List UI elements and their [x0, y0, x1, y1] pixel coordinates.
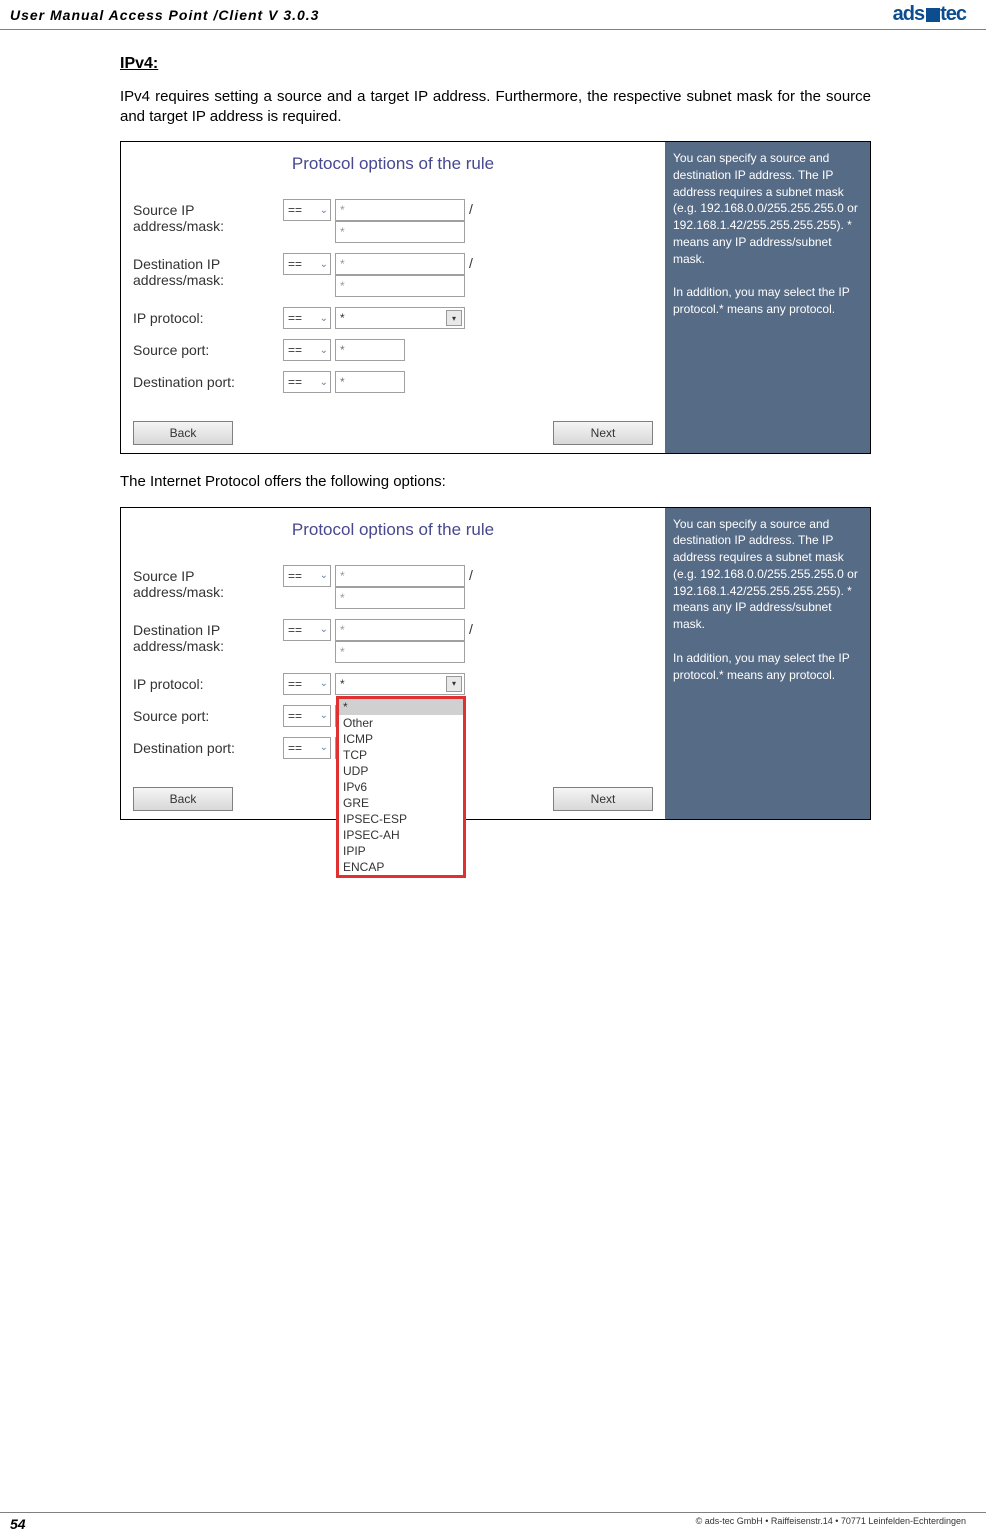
dropdown-arrow-icon: ▾	[446, 676, 462, 692]
label-dest-port: Destination port:	[133, 371, 283, 390]
slash-separator: /	[469, 199, 473, 217]
source-ip-input[interactable]	[335, 199, 465, 221]
ip-protocol-select[interactable]: * ▾	[335, 307, 465, 329]
label-source-port: Source port:	[133, 705, 283, 724]
row-dest-ip: Destination IP address/mask: ==⌄ /	[133, 619, 653, 663]
protocol-option[interactable]: IPIP	[339, 843, 463, 859]
back-button[interactable]: Back	[133, 787, 233, 811]
label-source-port: Source port:	[133, 339, 283, 358]
label-dest-ip: Destination IP address/mask:	[133, 253, 283, 288]
chevron-down-icon: ⌄	[320, 710, 328, 721]
source-port-operator-select[interactable]: ==⌄	[283, 339, 331, 361]
label-ip-protocol: IP protocol:	[133, 307, 283, 326]
protocol-option[interactable]: IPv6	[339, 779, 463, 795]
page-number: 54	[10, 1516, 26, 1532]
button-row: Back Next	[133, 421, 653, 445]
help-text-2: In addition, you may select the IP proto…	[673, 284, 862, 318]
row-ip-protocol: IP protocol: ==⌄ * ▾ * Other ICMP TCP UD…	[133, 673, 653, 695]
dest-mask-input[interactable]	[335, 641, 465, 663]
chevron-down-icon: ⌄	[320, 313, 328, 324]
chevron-down-icon: ⌄	[320, 377, 328, 388]
source-ip-operator-select[interactable]: ==⌄	[283, 199, 331, 221]
chevron-down-icon: ⌄	[320, 742, 328, 753]
ip-protocol-options-list: * Other ICMP TCP UDP IPv6 GRE IPSEC-ESP …	[336, 696, 466, 878]
row-dest-port: Destination port: ==⌄	[133, 371, 653, 393]
slash-separator: /	[469, 565, 473, 583]
chevron-down-icon: ⌄	[320, 205, 328, 216]
row-dest-ip: Destination IP address/mask: ==⌄ /	[133, 253, 653, 297]
row-source-ip: Source IP address/mask: ==⌄ /	[133, 199, 653, 243]
page-content: IPv4: IPv4 requires setting a source and…	[0, 30, 986, 820]
ip-protocol-select[interactable]: * ▾ * Other ICMP TCP UDP IPv6 GRE IPSEC-…	[335, 673, 465, 695]
protocol-option[interactable]: TCP	[339, 747, 463, 763]
label-dest-port: Destination port:	[133, 737, 283, 756]
back-button[interactable]: Back	[133, 421, 233, 445]
dest-ip-input[interactable]	[335, 253, 465, 275]
next-button[interactable]: Next	[553, 421, 653, 445]
chevron-down-icon: ⌄	[320, 345, 328, 356]
row-source-port: Source port: ==⌄	[133, 339, 653, 361]
chevron-down-icon: ⌄	[320, 259, 328, 270]
dest-mask-input[interactable]	[335, 275, 465, 297]
logo: adstec	[893, 3, 966, 26]
form-area: Protocol options of the rule Source IP a…	[121, 508, 665, 819]
logo-box-icon	[926, 8, 940, 22]
chevron-down-icon: ⌄	[320, 678, 328, 689]
manual-title: User Manual Access Point /Client V 3.0.3	[10, 7, 319, 23]
dest-ip-operator-select[interactable]: ==⌄	[283, 619, 331, 641]
dest-port-input[interactable]	[335, 371, 405, 393]
protocol-option[interactable]: IPSEC-ESP	[339, 811, 463, 827]
dest-port-operator-select[interactable]: ==⌄	[283, 737, 331, 759]
page-footer: 54 © ads-tec GmbH • Raiffeisenstr.14 • 7…	[0, 1512, 986, 1532]
protocol-option[interactable]: IPSEC-AH	[339, 827, 463, 843]
panel-title: Protocol options of the rule	[133, 154, 653, 174]
label-source-ip: Source IP address/mask:	[133, 565, 283, 600]
chevron-down-icon: ⌄	[320, 624, 328, 635]
copyright-text: © ads-tec GmbH • Raiffeisenstr.14 • 7077…	[696, 1516, 966, 1532]
row-source-ip: Source IP address/mask: ==⌄ /	[133, 565, 653, 609]
protocol-option[interactable]: GRE	[339, 795, 463, 811]
source-port-input[interactable]	[335, 339, 405, 361]
protocol-option[interactable]: ICMP	[339, 731, 463, 747]
help-text-1: You can specify a source and destination…	[673, 516, 862, 634]
dest-ip-operator-select[interactable]: ==⌄	[283, 253, 331, 275]
slash-separator: /	[469, 253, 473, 271]
protocol-operator-select[interactable]: ==⌄	[283, 673, 331, 695]
protocol-option[interactable]: *	[339, 699, 463, 715]
dropdown-arrow-icon: ▾	[446, 310, 462, 326]
row-ip-protocol: IP protocol: ==⌄ * ▾	[133, 307, 653, 329]
label-source-ip: Source IP address/mask:	[133, 199, 283, 234]
protocol-option[interactable]: ENCAP	[339, 859, 463, 875]
help-panel: You can specify a source and destination…	[665, 508, 870, 819]
protocol-option[interactable]: Other	[339, 715, 463, 731]
source-port-operator-select[interactable]: ==⌄	[283, 705, 331, 727]
form-area: Protocol options of the rule Source IP a…	[121, 142, 665, 453]
panel-title: Protocol options of the rule	[133, 520, 653, 540]
label-ip-protocol: IP protocol:	[133, 673, 283, 692]
slash-separator: /	[469, 619, 473, 637]
help-text-2: In addition, you may select the IP proto…	[673, 650, 862, 684]
next-button[interactable]: Next	[553, 787, 653, 811]
section-heading: IPv4:	[120, 55, 871, 73]
header-bar: User Manual Access Point /Client V 3.0.3…	[0, 0, 986, 30]
source-ip-input[interactable]	[335, 565, 465, 587]
intro-paragraph: IPv4 requires setting a source and a tar…	[120, 87, 871, 126]
config-panel-2: Protocol options of the rule Source IP a…	[120, 507, 871, 820]
source-mask-input[interactable]	[335, 587, 465, 609]
protocol-operator-select[interactable]: ==⌄	[283, 307, 331, 329]
dest-ip-input[interactable]	[335, 619, 465, 641]
source-mask-input[interactable]	[335, 221, 465, 243]
label-dest-ip: Destination IP address/mask:	[133, 619, 283, 654]
config-panel-1: Protocol options of the rule Source IP a…	[120, 141, 871, 454]
protocol-option[interactable]: UDP	[339, 763, 463, 779]
help-panel: You can specify a source and destination…	[665, 142, 870, 453]
help-text-1: You can specify a source and destination…	[673, 150, 862, 268]
middle-paragraph: The Internet Protocol offers the followi…	[120, 472, 871, 492]
chevron-down-icon: ⌄	[320, 570, 328, 581]
dest-port-operator-select[interactable]: ==⌄	[283, 371, 331, 393]
source-ip-operator-select[interactable]: ==⌄	[283, 565, 331, 587]
